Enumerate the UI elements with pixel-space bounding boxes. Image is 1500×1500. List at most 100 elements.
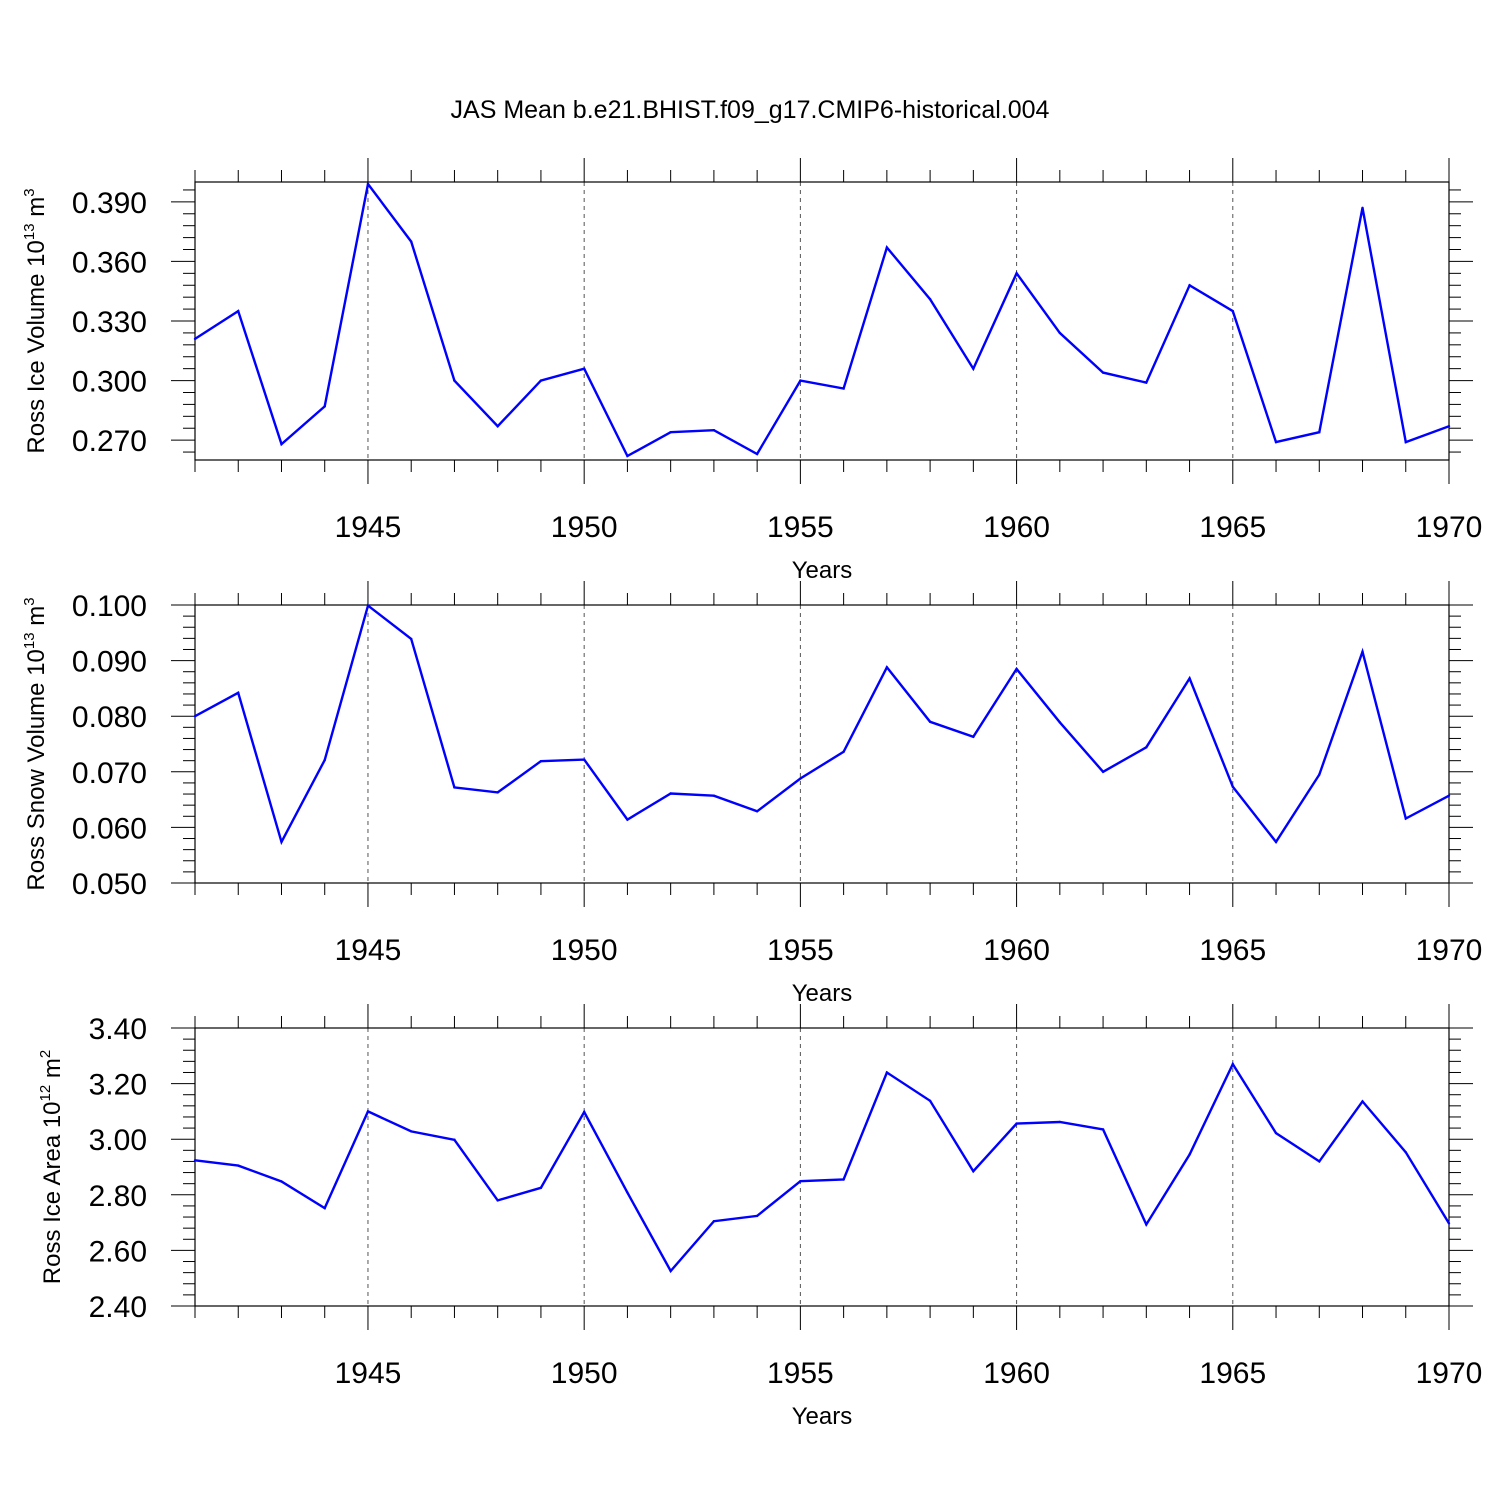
data-point xyxy=(1188,284,1191,287)
panel-snow-volume: Ross Snow Volume 1013 m3 Years 0.050 0.06… xyxy=(21,581,1482,1007)
data-point xyxy=(1274,440,1278,444)
data-point xyxy=(193,337,197,341)
data-point xyxy=(1318,773,1321,776)
data-point xyxy=(799,777,802,780)
data-point xyxy=(193,1159,197,1162)
data-point xyxy=(366,1110,370,1113)
data-point xyxy=(366,182,370,186)
data-point xyxy=(626,454,629,458)
data-point xyxy=(972,367,975,370)
ylabel-ice-volume: Ross Ice Volume 1013 m3 xyxy=(21,188,50,453)
data-point xyxy=(539,760,543,763)
data-point xyxy=(496,1199,499,1202)
ylabel-ice-area: Ross Ice Area 1012 m2 xyxy=(37,1050,66,1284)
x-tick-label: 1965 xyxy=(1199,511,1266,544)
data-point xyxy=(539,1186,543,1190)
panel-ice-area: Ross Ice Area 1012 m2 Years 2.40 2.60 2.80… xyxy=(37,1004,1482,1430)
x-tick-label: 1945 xyxy=(335,934,402,967)
y-tick-label: 0.330 xyxy=(72,306,147,339)
series-line xyxy=(194,603,1450,846)
data-point xyxy=(1058,1120,1062,1124)
xlabel-ice-area: Years xyxy=(792,1403,853,1430)
xlabel-ice-volume: Years xyxy=(792,557,853,584)
data-point xyxy=(1361,1100,1364,1103)
x-tick-label: 1950 xyxy=(551,511,618,544)
data-point xyxy=(1447,1222,1451,1225)
x-tick-label: 1970 xyxy=(1416,511,1483,544)
data-point xyxy=(1447,425,1451,428)
data-point xyxy=(410,240,413,243)
x-tick-label: 1970 xyxy=(1416,1357,1483,1390)
y-tick-label: 0.090 xyxy=(72,646,147,679)
data-point xyxy=(1015,1122,1018,1125)
data-point xyxy=(842,387,845,390)
x-tick-label: 1945 xyxy=(335,511,402,544)
data-point xyxy=(1101,371,1105,374)
data-point xyxy=(453,379,456,382)
x-tick-label: 1960 xyxy=(983,511,1050,544)
data-point xyxy=(1274,840,1278,844)
data-point xyxy=(237,691,240,695)
data-point xyxy=(323,758,326,762)
data-point xyxy=(755,1214,759,1218)
y-tick-label: 0.060 xyxy=(72,812,147,845)
y-tick-label: 3.40 xyxy=(89,1013,147,1046)
x-tick-label: 1950 xyxy=(551,934,618,967)
data-point xyxy=(539,379,543,382)
data-point xyxy=(280,442,283,446)
data-point xyxy=(280,1180,283,1183)
data-point xyxy=(626,1191,629,1194)
xlabel-snow-volume: Years xyxy=(792,980,853,1007)
data-point xyxy=(712,429,716,432)
data-point xyxy=(496,791,499,794)
data-point xyxy=(712,1220,716,1223)
data-point xyxy=(453,1138,456,1141)
y-tick-label: 0.050 xyxy=(72,868,147,901)
data-point xyxy=(1145,381,1148,384)
data-point xyxy=(799,379,802,382)
data-point xyxy=(1447,794,1451,797)
data-point xyxy=(1231,309,1234,313)
data-point xyxy=(1231,1062,1234,1066)
x-tick-label: 1960 xyxy=(983,934,1050,967)
data-point xyxy=(1145,746,1148,749)
data-point xyxy=(755,452,759,456)
data-point xyxy=(237,309,240,313)
data-point xyxy=(410,1130,413,1133)
ylabel-snow-volume: Ross Snow Volume 1013 m3 xyxy=(21,597,50,890)
data-point xyxy=(280,840,283,844)
data-point xyxy=(366,604,370,607)
data-point xyxy=(323,405,326,408)
data-point xyxy=(1058,331,1062,335)
x-tick-label: 1970 xyxy=(1416,934,1483,967)
data-point xyxy=(453,786,456,789)
plot-frame xyxy=(194,1027,1450,1307)
y-tick-label: 0.070 xyxy=(72,757,147,790)
x-tick-label: 1955 xyxy=(767,1357,834,1390)
data-point xyxy=(496,425,499,428)
data-point xyxy=(842,750,845,753)
data-point xyxy=(1318,1160,1321,1163)
data-point xyxy=(669,1269,672,1273)
data-point xyxy=(669,431,672,434)
data-point xyxy=(972,1169,975,1173)
y-tick-label: 0.390 xyxy=(72,187,147,220)
plot-frame xyxy=(194,604,1450,884)
data-point xyxy=(237,1164,240,1167)
data-point xyxy=(1404,1151,1407,1154)
x-tick-label: 1950 xyxy=(551,1357,618,1390)
y-tick-label: 0.080 xyxy=(72,701,147,734)
data-point xyxy=(1318,431,1321,434)
data-point xyxy=(582,367,586,370)
data-point xyxy=(1145,1223,1148,1226)
y-tick-label: 2.80 xyxy=(89,1180,147,1213)
y-tick-label: 0.100 xyxy=(72,590,147,623)
chart-title: JAS Mean b.e21.BHIST.f09_g17.CMIP6-histo… xyxy=(451,96,1050,124)
plot-frame xyxy=(194,181,1450,461)
data-point xyxy=(799,1179,802,1183)
data-point xyxy=(928,1099,932,1103)
data-point xyxy=(1361,650,1364,653)
data-point xyxy=(1231,785,1234,789)
y-tick-label: 3.00 xyxy=(89,1124,147,1157)
data-point xyxy=(1361,206,1364,210)
